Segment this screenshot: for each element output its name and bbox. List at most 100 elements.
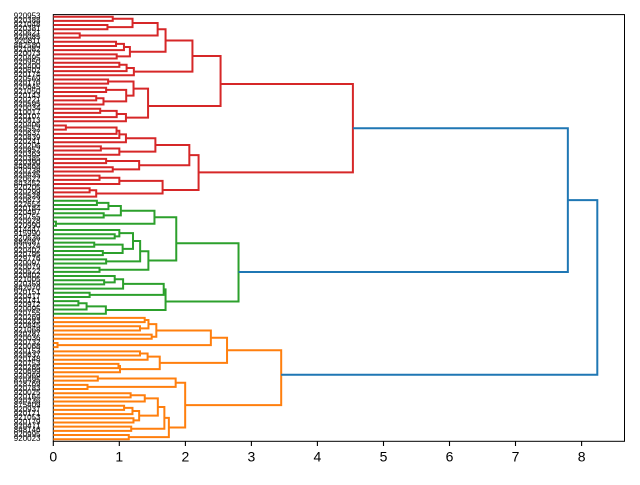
svg-text:884087: 884087 — [14, 237, 41, 246]
svg-text:920238: 920238 — [14, 166, 41, 175]
svg-text:920390: 920390 — [14, 158, 41, 167]
svg-text:920435: 920435 — [14, 171, 41, 180]
svg-text:920595: 920595 — [14, 99, 41, 108]
svg-text:5: 5 — [380, 449, 388, 465]
svg-text:920079: 920079 — [14, 263, 41, 272]
svg-text:1: 1 — [115, 449, 123, 465]
svg-text:846868: 846868 — [14, 162, 41, 171]
svg-text:920912: 920912 — [14, 300, 41, 309]
svg-text:920783: 920783 — [14, 384, 41, 393]
svg-text:920552: 920552 — [14, 125, 41, 134]
svg-text:3: 3 — [248, 449, 256, 465]
svg-text:920755: 920755 — [14, 212, 41, 221]
svg-text:921048: 921048 — [14, 20, 41, 29]
svg-text:921005: 921005 — [14, 275, 41, 284]
svg-text:910017: 910017 — [14, 108, 41, 117]
svg-text:920148: 920148 — [14, 355, 41, 364]
svg-text:7: 7 — [512, 449, 520, 465]
svg-text:920602: 920602 — [14, 66, 41, 75]
svg-text:914447: 914447 — [14, 225, 41, 234]
svg-text:920928: 920928 — [14, 217, 41, 226]
svg-text:842070: 842070 — [14, 284, 41, 293]
svg-text:920637: 920637 — [14, 350, 41, 359]
svg-text:920107: 920107 — [14, 112, 41, 121]
svg-text:929776: 929776 — [14, 254, 41, 263]
svg-text:920497: 920497 — [14, 208, 41, 217]
svg-text:920952: 920952 — [14, 145, 41, 154]
svg-text:920151: 920151 — [14, 288, 41, 297]
svg-text:920206: 920206 — [14, 141, 41, 150]
svg-text:920402: 920402 — [14, 246, 41, 255]
svg-text:920164: 920164 — [14, 392, 41, 401]
svg-text:920073: 920073 — [14, 49, 41, 58]
svg-text:882580: 882580 — [14, 41, 41, 50]
svg-text:915990: 915990 — [14, 229, 41, 238]
svg-text:920265: 920265 — [14, 363, 41, 372]
svg-text:920241: 920241 — [14, 137, 41, 146]
svg-text:920522: 920522 — [14, 267, 41, 276]
svg-text:920637: 920637 — [14, 129, 41, 138]
svg-text:921050: 921050 — [14, 87, 41, 96]
svg-text:920269: 920269 — [14, 313, 41, 322]
svg-text:920795: 920795 — [14, 250, 41, 259]
svg-text:848146: 848146 — [14, 426, 41, 435]
svg-text:920034: 920034 — [14, 104, 41, 113]
svg-text:920385: 920385 — [14, 154, 41, 163]
svg-text:920569: 920569 — [14, 74, 41, 83]
svg-text:920699: 920699 — [14, 367, 41, 376]
svg-text:920283: 920283 — [14, 317, 41, 326]
svg-text:920495: 920495 — [14, 53, 41, 62]
svg-text:920085: 920085 — [14, 33, 41, 42]
svg-text:920732: 920732 — [14, 338, 41, 347]
svg-text:920221: 920221 — [14, 95, 41, 104]
svg-text:920528: 920528 — [14, 191, 41, 200]
svg-text:920417: 920417 — [14, 292, 41, 301]
svg-text:922654: 922654 — [14, 200, 41, 209]
svg-text:920179: 920179 — [14, 417, 41, 426]
svg-text:920143: 920143 — [14, 91, 41, 100]
svg-text:920811: 920811 — [14, 37, 41, 46]
svg-text:928769: 928769 — [14, 380, 41, 389]
svg-text:920621: 920621 — [14, 28, 41, 37]
svg-text:920950: 920950 — [14, 58, 41, 67]
svg-text:8: 8 — [578, 449, 586, 465]
svg-text:920153: 920153 — [14, 346, 41, 355]
svg-text:920839: 920839 — [14, 133, 41, 142]
svg-text:920174: 920174 — [14, 70, 41, 79]
svg-text:920937: 920937 — [14, 405, 41, 414]
svg-text:920023: 920023 — [14, 434, 41, 443]
svg-text:920990: 920990 — [14, 221, 41, 230]
svg-text:920205: 920205 — [14, 183, 41, 192]
svg-text:920755: 920755 — [14, 309, 41, 318]
svg-text:920406: 920406 — [14, 120, 41, 129]
svg-text:920953: 920953 — [14, 12, 41, 21]
svg-text:920097: 920097 — [14, 258, 41, 267]
svg-text:920622: 920622 — [14, 175, 41, 184]
svg-text:0: 0 — [49, 449, 57, 465]
svg-text:920236: 920236 — [14, 396, 41, 405]
svg-text:920287: 920287 — [14, 330, 41, 339]
svg-text:843452: 843452 — [14, 179, 41, 188]
svg-text:6: 6 — [446, 449, 454, 465]
svg-text:920363: 920363 — [14, 150, 41, 159]
svg-text:920381: 920381 — [14, 24, 41, 33]
svg-text:920184: 920184 — [14, 204, 41, 213]
svg-text:920969: 920969 — [14, 371, 41, 380]
svg-text:920645: 920645 — [14, 83, 41, 92]
svg-text:920141: 920141 — [14, 296, 41, 305]
svg-text:920299: 920299 — [14, 187, 41, 196]
svg-text:920802: 920802 — [14, 271, 41, 280]
svg-text:920995: 920995 — [14, 430, 41, 439]
svg-text:921053: 921053 — [14, 413, 41, 422]
svg-text:2: 2 — [182, 449, 190, 465]
svg-text:920400: 920400 — [14, 62, 41, 71]
svg-text:920025: 920025 — [14, 388, 41, 397]
svg-text:920095: 920095 — [14, 304, 41, 313]
svg-text:920388: 920388 — [14, 16, 41, 25]
svg-text:921068: 921068 — [14, 325, 41, 334]
svg-text:920171: 920171 — [14, 409, 41, 418]
svg-text:921082: 921082 — [14, 45, 41, 54]
svg-text:920036: 920036 — [14, 334, 41, 343]
svg-text:920471: 920471 — [14, 422, 41, 431]
svg-text:920813: 920813 — [14, 116, 41, 125]
